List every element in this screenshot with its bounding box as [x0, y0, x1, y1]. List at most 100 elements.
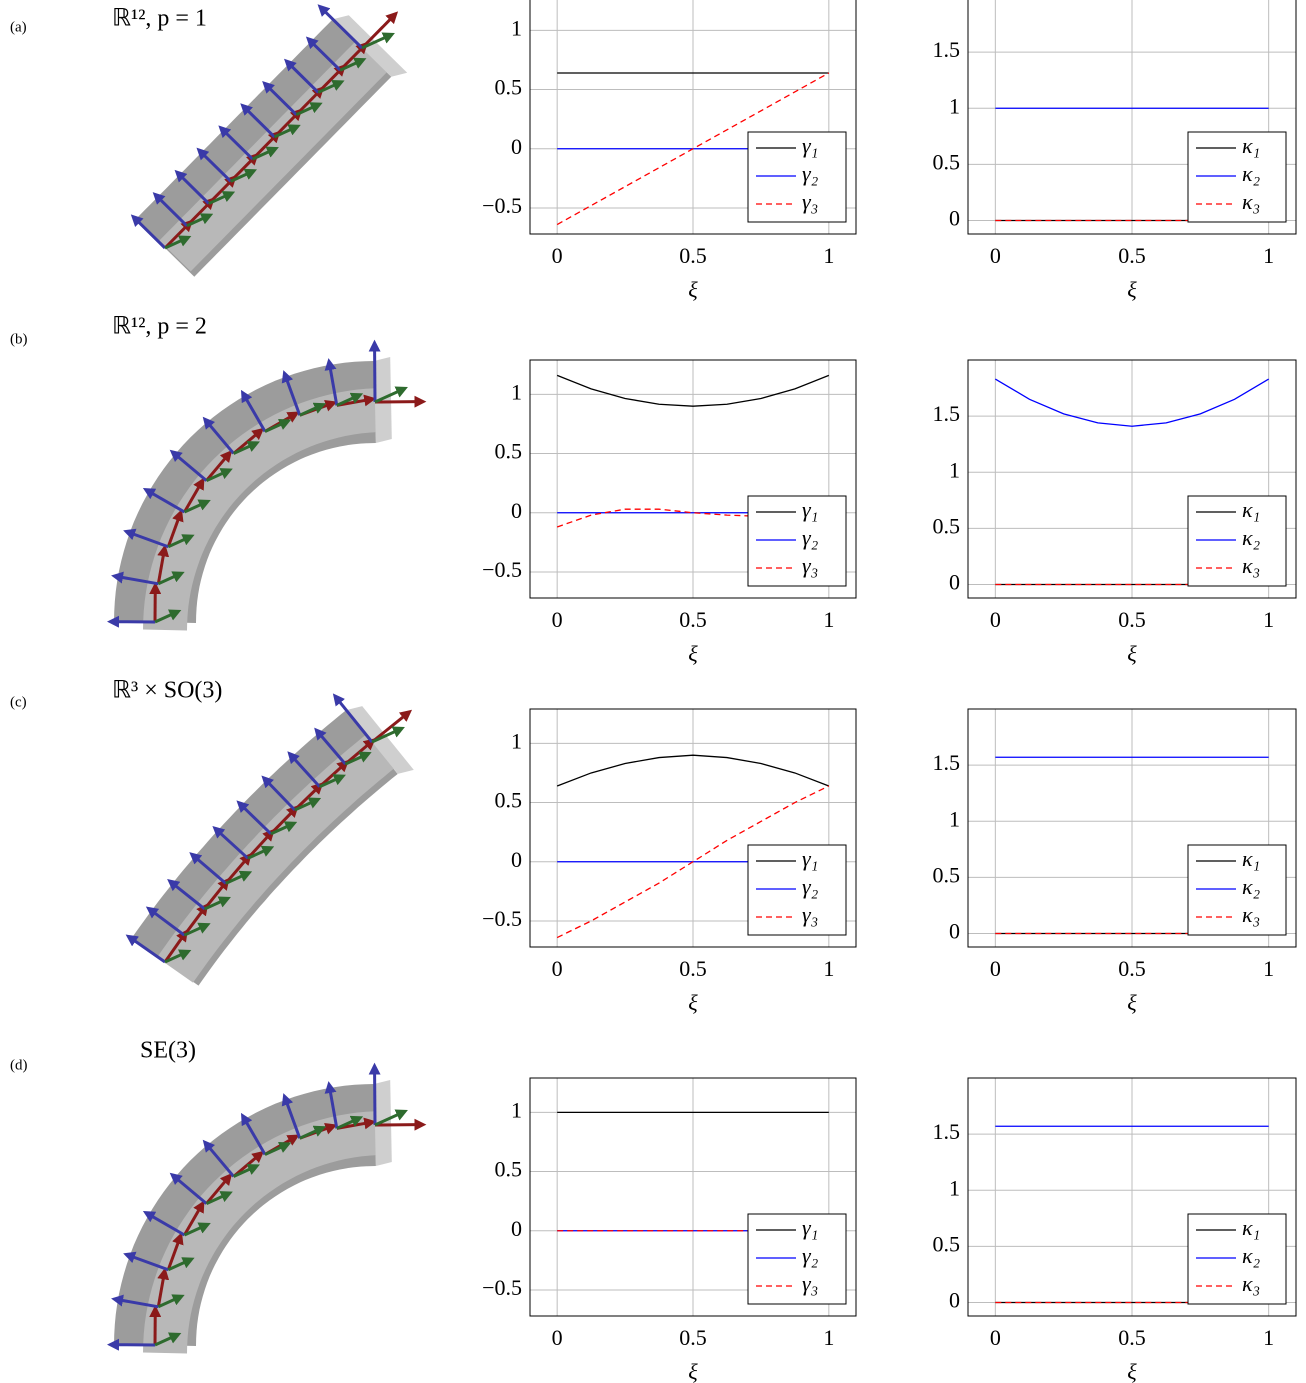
legend-box	[1187, 495, 1287, 587]
x-tick-label: 0	[990, 607, 1001, 632]
y-tick-label: 0.5	[495, 439, 523, 464]
y-tick-label: 0.5	[933, 862, 961, 887]
frame-axis	[167, 1257, 195, 1272]
frame-axis	[251, 146, 279, 161]
legend-label: κ₂	[1242, 525, 1261, 550]
x-tick-label: 1	[823, 607, 834, 632]
frame-axis	[186, 213, 214, 228]
y-tick-label: 1	[511, 728, 522, 753]
frame-axis	[295, 102, 323, 117]
panel-title: SE(3)	[140, 1038, 196, 1064]
frame-axis	[157, 1294, 185, 1309]
frame-axis	[336, 392, 364, 407]
frame-axis	[145, 906, 186, 937]
y-tick-label: 0.5	[495, 75, 523, 100]
legend-box	[747, 1213, 847, 1305]
y-tick-label: 0.5	[933, 149, 961, 174]
x-tick-label: 0.5	[1118, 243, 1146, 268]
frame-axis	[207, 175, 237, 205]
frame-axis	[317, 63, 347, 94]
panel-title: ℝ¹², p = 2	[112, 314, 207, 340]
frame-axis	[183, 1200, 205, 1236]
frame-axis	[167, 878, 206, 911]
legend-label: κ₃	[1242, 553, 1260, 578]
x-tick-label: 0.5	[679, 1325, 707, 1350]
frame-axis	[241, 389, 267, 433]
x-tick-label: 0	[552, 607, 563, 632]
frame-axis	[166, 509, 184, 548]
beam-renders	[107, 4, 427, 1354]
legend-label: γ₁	[802, 1215, 818, 1240]
frame-axis	[281, 1093, 302, 1139]
frame-axis	[247, 845, 275, 860]
frame-axis	[224, 852, 252, 885]
frame-axis	[371, 726, 405, 744]
y-tick-label: 0.5	[933, 513, 961, 538]
legend-label: γ₁	[802, 846, 818, 871]
panel-title: ℝ³ × SO(3)	[112, 678, 222, 704]
legend-label: γ₂	[802, 161, 819, 186]
frame-axis	[361, 32, 395, 50]
frame-axis	[232, 1164, 260, 1178]
legend-label: γ₂	[802, 874, 819, 899]
frame-axis	[169, 1172, 208, 1205]
frame-axis	[360, 11, 399, 50]
frame-axis	[324, 358, 339, 406]
y-tick-label: −0.5	[482, 193, 522, 218]
frame-axis	[339, 41, 369, 72]
legend-label: γ₃	[802, 553, 818, 578]
y-tick-label: 0	[949, 919, 960, 944]
x-tick-label: 0.5	[1118, 956, 1146, 981]
frame-axis	[293, 782, 324, 812]
x-tick-label: 1	[1263, 956, 1274, 981]
frame-axis	[208, 191, 236, 205]
series-line	[556, 72, 830, 226]
legend-label: κ₁	[1242, 846, 1260, 871]
y-tick-label: −0.5	[482, 906, 522, 931]
frame-axis	[218, 125, 254, 161]
frame-axis	[183, 922, 211, 937]
x-axis-label: ξ	[1127, 277, 1137, 302]
frame-axis	[152, 192, 188, 227]
frame-axis	[225, 870, 253, 885]
frame-axis	[236, 800, 272, 835]
frame-axis	[240, 103, 276, 138]
x-axis-label: ξ	[1127, 641, 1137, 666]
frame-axis	[374, 386, 408, 404]
axes-frame	[967, 0, 1297, 235]
x-axis-label: ξ	[688, 641, 698, 666]
frame-axis	[142, 487, 186, 514]
x-axis-label: ξ	[688, 1359, 698, 1383]
frame-axis	[111, 571, 159, 586]
y-tick-label: 0.5	[933, 1231, 961, 1256]
y-tick-label: 1.5	[933, 37, 961, 62]
frame-axis	[163, 219, 194, 250]
y-tick-label: 1	[949, 1175, 960, 1200]
frame-axis	[241, 1112, 267, 1156]
series-line	[556, 754, 830, 787]
frame-axis	[202, 1139, 235, 1178]
frame-axis	[339, 57, 367, 72]
panel-title: ℝ¹², p = 1	[112, 6, 207, 32]
x-tick-label: 1	[1263, 243, 1274, 268]
charts: 0 0.5 1 −0.5 0 0.5 1 ξ γ₁ γ₂ γ₃ 0 0.5 1 0 0.5 1 1.5 ξ κ₁ κ₂ κ…	[482, 0, 1297, 1383]
frame-axis	[251, 130, 281, 161]
frame-axis	[294, 797, 322, 812]
frame-axis	[318, 759, 350, 788]
frame-axis	[202, 416, 235, 455]
frame-axis	[261, 775, 296, 812]
y-tick-label: 0	[949, 206, 960, 231]
frame-axis	[203, 877, 230, 910]
y-tick-label: 1	[949, 457, 960, 482]
frame-axis	[295, 86, 325, 116]
frame-axis	[189, 852, 227, 885]
y-tick-label: 1	[511, 379, 522, 404]
axes-frame	[967, 359, 1297, 599]
frame-axis	[156, 1267, 170, 1308]
frame-axis	[154, 609, 182, 624]
frame-axis	[123, 1251, 169, 1272]
frame-axis	[305, 36, 342, 72]
legend-label: κ₃	[1242, 1271, 1260, 1296]
frame-axis	[154, 1332, 182, 1347]
frame-axis	[185, 197, 215, 227]
